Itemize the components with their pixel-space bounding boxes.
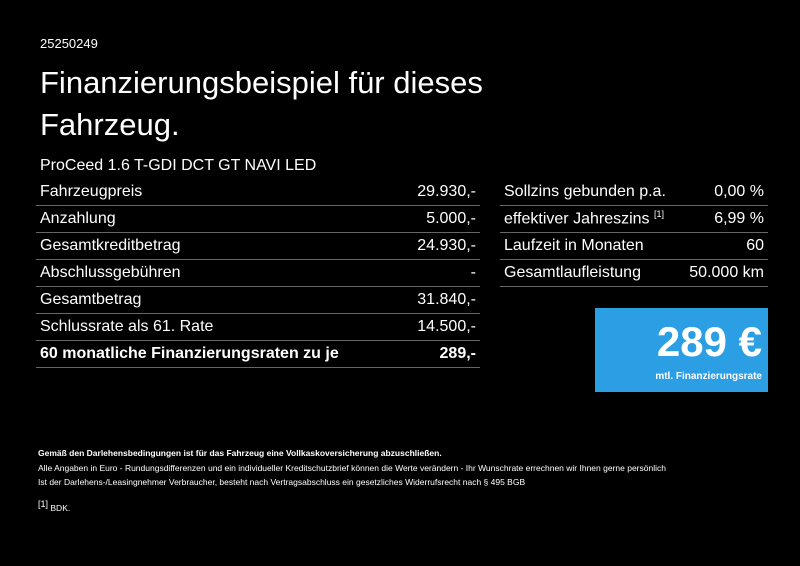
- row-label: Fahrzeugpreis: [36, 179, 401, 206]
- row-label: Abschlussgebühren: [36, 259, 401, 287]
- row-label: Sollzins gebunden p.a.: [504, 183, 666, 200]
- row-label: Schlussrate als 61. Rate: [36, 313, 401, 341]
- row-label: Gesamtlaufleistung: [504, 264, 641, 281]
- terms-row: Gesamtlaufleistung 50.000 km: [500, 259, 768, 287]
- terms-row: effektiver Jahreszins [1] 6,99 %: [500, 205, 768, 233]
- footer-line: Ist der Darlehens-/Leasingnehmer Verbrau…: [38, 477, 526, 487]
- row-label: effektiver Jahreszins: [504, 210, 650, 228]
- finance-row: Abschlussgebühren -: [36, 259, 480, 287]
- finance-row: Anzahlung 5.000,-: [36, 205, 480, 233]
- row-value: -: [400, 259, 480, 287]
- row-label: Gesamtkreditbetrag: [36, 232, 401, 260]
- footnote-text: BDK.: [50, 502, 71, 513]
- row-label: Gesamtbetrag: [36, 286, 401, 314]
- subtitle: ProCeed 1.6 T-GDI DCT GT NAVI LED: [40, 157, 317, 174]
- rate-amount: 289 €: [656, 318, 762, 365]
- row-value: 24.930,-: [400, 232, 480, 260]
- finance-row: 60 monatliche Finanzierungsraten zu je 28…: [36, 340, 480, 368]
- finance-row: Fahrzeugpreis 29.930,-: [36, 179, 480, 206]
- row-label-cell: Sollzins gebunden p.a.: [500, 179, 681, 206]
- footnote-marker: [1]: [38, 499, 49, 509]
- terms-table: Sollzins gebunden p.a. 0,00 % effektiver J…: [500, 179, 768, 287]
- row-value: 60: [680, 232, 768, 260]
- footer-line: Alle Angaben in Euro - Rundungsdifferenz…: [38, 463, 666, 473]
- title: Finanzierungsbeispiel für dieses Fahrzeu…: [40, 65, 483, 142]
- terms-row: Sollzins gebunden p.a. 0,00 %: [500, 179, 768, 206]
- row-label-cell: Gesamtlaufleistung: [500, 259, 681, 287]
- footer: Gemäß den Darlehensbedingungen ist für d…: [38, 446, 666, 515]
- row-value: 0,00 %: [680, 179, 768, 206]
- note-marker: [1]: [654, 209, 665, 220]
- rate-caption: mtl. Finanzierungsrate: [655, 371, 762, 382]
- ad-id: 25250249: [40, 36, 98, 51]
- finance-row: Schlussrate als 61. Rate 14.500,-: [36, 313, 480, 341]
- row-value: 5.000,-: [400, 205, 480, 233]
- finance-row: Gesamtbetrag 31.840,-: [36, 286, 480, 314]
- row-value: 289,-: [400, 340, 480, 368]
- finance-table: Fahrzeugpreis 29.930,- Anzahlung 5.000,- Ges…: [36, 179, 480, 368]
- row-label: Anzahlung: [36, 205, 401, 233]
- row-value: 14.500,-: [400, 313, 480, 341]
- row-value: 6,99 %: [680, 205, 768, 233]
- row-value: 29.930,-: [400, 179, 480, 206]
- row-value: 31.840,-: [400, 286, 480, 314]
- finance-row: Gesamtkreditbetrag 24.930,-: [36, 232, 480, 260]
- terms-row: Laufzeit in Monaten 60: [500, 232, 768, 260]
- insurance-note: Gemäß den Darlehensbedingungen ist für d…: [38, 448, 442, 458]
- row-label-cell: effektiver Jahreszins [1]: [500, 205, 681, 233]
- row-label: Laufzeit in Monaten: [504, 237, 644, 254]
- row-value: 50.000 km: [680, 259, 768, 287]
- row-label: 60 monatliche Finanzierungsraten zu je: [36, 340, 401, 368]
- footnote: [1] BDK.: [38, 497, 666, 515]
- rate-box: 289 € mtl. Finanzierungsrate: [595, 308, 768, 392]
- row-label-cell: Laufzeit in Monaten: [500, 232, 681, 260]
